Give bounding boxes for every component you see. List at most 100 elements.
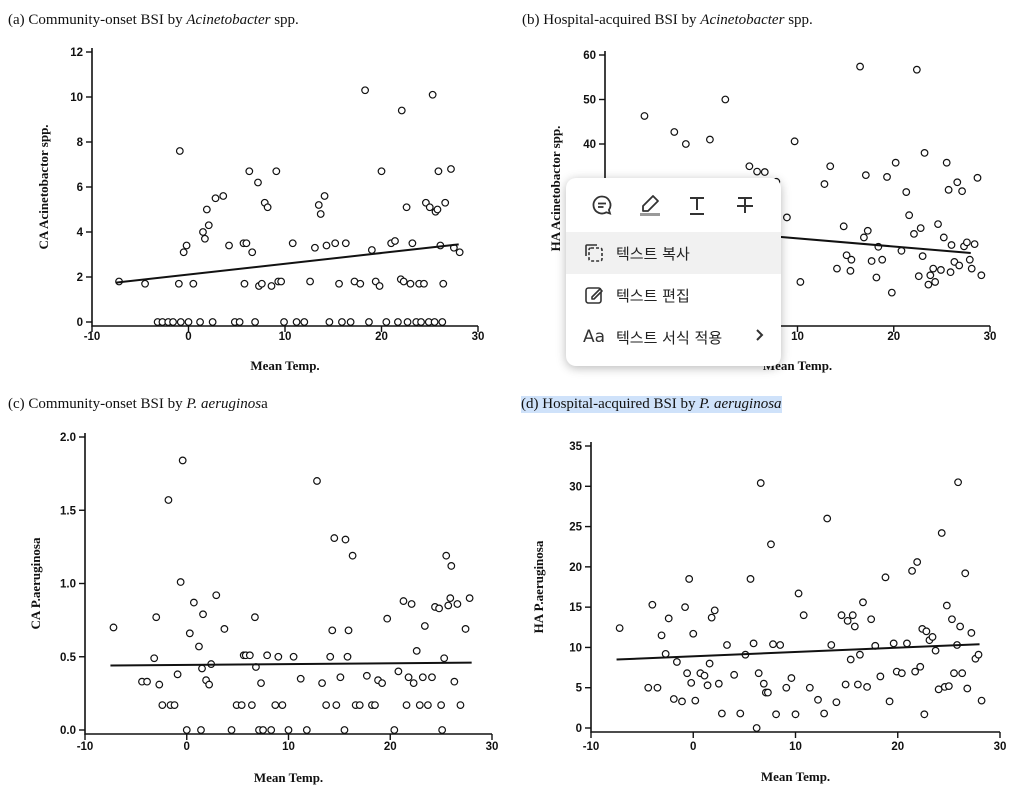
y-tick-label: 12	[70, 47, 83, 59]
data-point	[928, 633, 937, 641]
data-point	[769, 640, 777, 649]
data-point	[920, 710, 929, 719]
data-point	[198, 664, 206, 673]
data-point	[967, 629, 976, 637]
data-point	[435, 604, 443, 613]
data-point	[447, 165, 455, 173]
data-point	[670, 128, 679, 136]
data-point	[433, 205, 442, 214]
data-point	[644, 683, 653, 692]
panel-a-title: (a) Community-onset BSI by Acinetobacter…	[8, 12, 299, 29]
data-point	[280, 318, 288, 326]
data-point	[689, 629, 698, 638]
data-point	[267, 282, 276, 290]
data-point	[796, 278, 805, 286]
data-point	[274, 652, 283, 661]
data-point	[267, 726, 276, 734]
underline-icon[interactable]	[684, 192, 710, 218]
strikethrough-icon[interactable]	[732, 192, 758, 218]
data-point	[176, 318, 185, 326]
x-tick-label: 0	[185, 331, 191, 343]
data-point	[942, 158, 951, 167]
data-point	[356, 279, 365, 288]
format-text-label: 텍스트 서식 적용	[616, 328, 723, 347]
data-point	[955, 261, 964, 270]
data-point	[799, 611, 808, 620]
data-point	[794, 589, 803, 598]
x-tick-label: 0	[690, 741, 696, 753]
data-point	[417, 318, 425, 326]
data-point	[341, 535, 350, 544]
y-axis-label: HA P.aeruginosa	[531, 540, 546, 633]
x-tick-label: -10	[84, 331, 101, 343]
data-point	[371, 701, 379, 709]
data-point	[687, 678, 696, 687]
copy-text-menu-item[interactable]: 텍스트 복사	[566, 232, 781, 274]
data-point	[911, 667, 920, 676]
data-point	[937, 529, 946, 537]
format-text-menu-item[interactable]: Aa 텍스트 서식 적용	[566, 316, 781, 358]
data-point	[288, 239, 297, 248]
data-point	[173, 670, 182, 679]
data-point	[450, 677, 459, 686]
x-tick-label: 30	[994, 741, 1007, 753]
data-point	[685, 575, 694, 583]
data-point	[910, 229, 918, 238]
data-point	[615, 624, 624, 632]
data-point	[867, 257, 876, 265]
data-point	[846, 655, 855, 664]
data-point	[839, 222, 848, 231]
data-point	[263, 651, 272, 660]
data-point	[767, 540, 775, 549]
data-point	[681, 603, 689, 612]
data-point	[346, 318, 355, 326]
x-tick-label: -10	[77, 741, 94, 753]
data-point	[753, 167, 761, 176]
data-point	[827, 641, 836, 649]
data-point	[257, 679, 265, 688]
data-point	[425, 203, 434, 212]
data-point	[164, 496, 173, 504]
data-point	[407, 600, 416, 608]
comment-icon[interactable]	[589, 192, 615, 218]
data-point	[202, 205, 211, 214]
data-point	[958, 187, 966, 196]
data-point	[169, 318, 177, 326]
data-point	[437, 701, 446, 709]
data-point	[251, 613, 259, 622]
data-point	[391, 237, 399, 245]
highlighter-icon[interactable]	[637, 192, 663, 218]
panel-d-title[interactable]: (d) Hospital-acquired BSI by P. aerugino…	[521, 396, 782, 413]
edit-text-menu-item[interactable]: 텍스트 편집	[566, 274, 781, 316]
data-point	[745, 162, 754, 171]
data-point	[332, 701, 341, 709]
data-point	[415, 701, 424, 709]
panel-b-title-italic: Acinetobacter	[700, 12, 785, 28]
data-point	[897, 669, 906, 678]
panel-c-title-suffix: a	[261, 396, 268, 412]
y-tick-label: 0	[77, 317, 83, 329]
data-point	[683, 669, 692, 678]
edit-text-label: 텍스트 편집	[616, 286, 690, 305]
data-point	[948, 615, 956, 624]
x-tick-label: 20	[384, 741, 397, 753]
data-point	[860, 233, 868, 242]
data-point	[394, 318, 402, 326]
data-point	[331, 239, 340, 248]
data-point	[330, 534, 339, 542]
data-point	[335, 279, 343, 288]
trend-line	[110, 661, 472, 667]
data-point	[237, 701, 246, 709]
data-point	[669, 695, 678, 703]
data-point	[155, 680, 164, 689]
data-point	[730, 670, 739, 679]
data-point	[205, 680, 214, 689]
data-point	[826, 162, 835, 171]
data-point	[681, 140, 690, 148]
data-point	[176, 578, 185, 586]
data-point	[926, 271, 935, 280]
data-point	[211, 194, 220, 203]
panel-a-title-prefix: (a) Community-onset BSI by	[8, 12, 187, 28]
data-point	[897, 246, 906, 255]
